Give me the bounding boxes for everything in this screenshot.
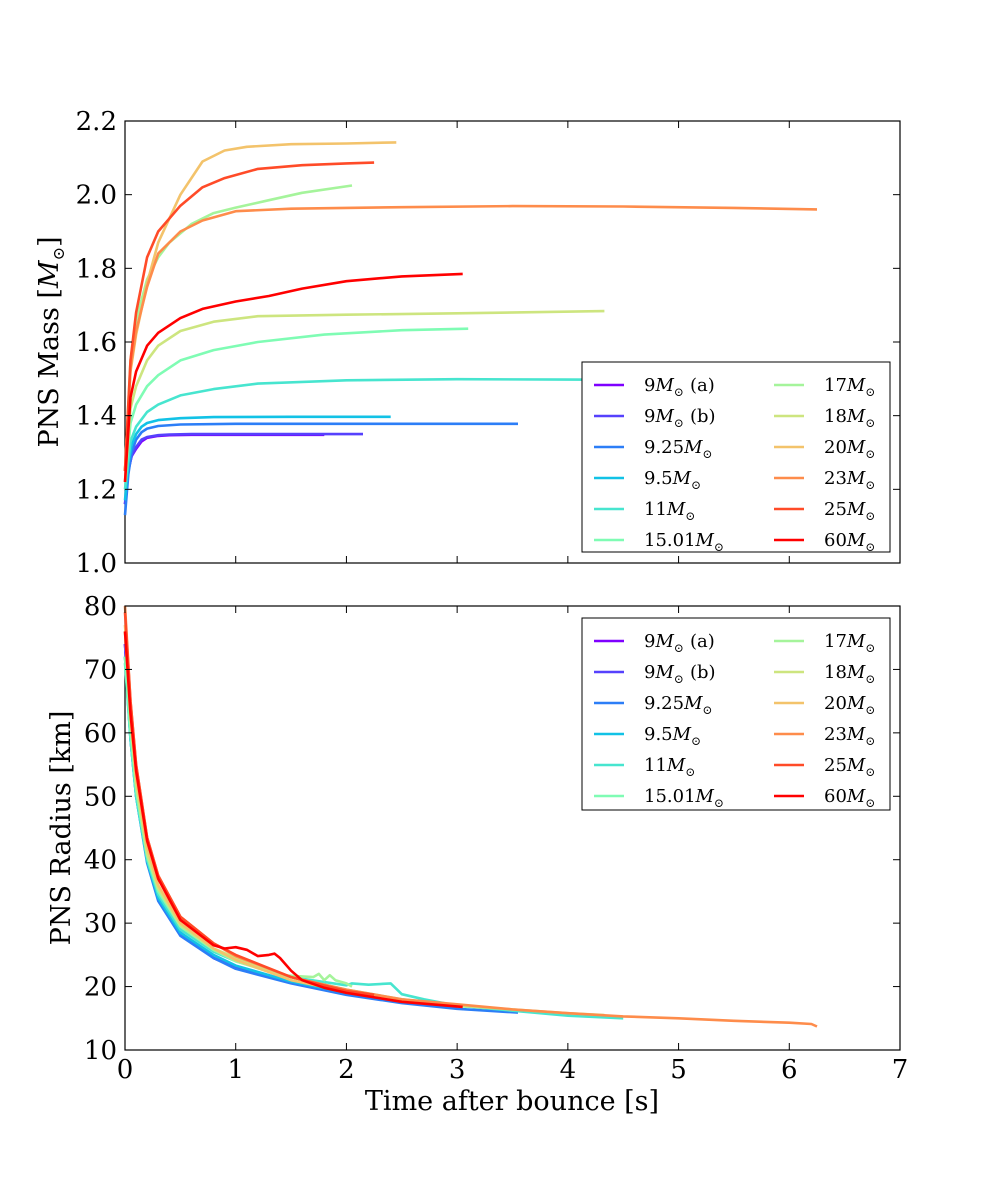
- mass-legend-label: 17M⊙: [824, 375, 875, 399]
- radius-x-tick-label: 0: [117, 1055, 134, 1085]
- radius-legend-label: 18M⊙: [824, 662, 875, 686]
- radius-y-tick-label: 70: [84, 655, 117, 685]
- mass-y-tick-label: 1.0: [76, 549, 117, 579]
- radius-series-line-11: [123, 631, 463, 1009]
- mass-y-tick-label: 1.2: [76, 475, 117, 505]
- radius-panel: 0 1 2 3 4 5 6 7 10 20 30 40 50 60 70 80 PNS Radius [km]…: [46, 592, 908, 1117]
- mass-y-tick-label: 1.4: [76, 402, 117, 432]
- mass-y-tick-label: 2.2: [76, 107, 117, 137]
- radius-x-tick-label: 6: [781, 1055, 798, 1085]
- radius-legend: 9M⊙ (a) 9M⊙ (b) 9.25M⊙ 9.5M⊙ 11M⊙ 15.01M⊙ 17M⊙ 18…: [581, 617, 891, 811]
- mass-series-line-3: [123, 415, 391, 501]
- mass-series-line-10: [123, 161, 375, 471]
- radius-y-tick-label: 20: [84, 973, 117, 1003]
- radius-series-line-0: [123, 644, 325, 990]
- mass-legend-label: 18M⊙: [824, 406, 875, 430]
- mass-panel: 1.0 1.2 1.4 1.6 1.8 2.0 2.2 PNS Mass [M⊙] 9M⊙(…: [34, 107, 901, 579]
- mass-legend-label: 25M⊙: [824, 499, 875, 523]
- mass-legend: 9M⊙ (a) 9M⊙ (b) 9.25M⊙ 9.5M⊙ 11M⊙ 15.01M⊙ 17M⊙ 18…: [581, 361, 891, 554]
- radius-y-tick-label: 80: [84, 592, 117, 622]
- mass-series-line-6: [123, 184, 353, 471]
- radius-x-tick-label: 4: [560, 1055, 577, 1085]
- radius-series-group: [123, 605, 818, 1028]
- mass-axis-ticks: 1.0 1.2 1.4 1.6 1.8 2.0 2.2: [76, 107, 901, 579]
- radius-x-tick-label: 2: [338, 1055, 355, 1085]
- radius-x-tick-label: 1: [227, 1055, 244, 1085]
- radius-series-line-5: [123, 656, 469, 1009]
- radius-legend-label: 9M⊙ (a): [644, 631, 715, 655]
- mass-series-line-11: [123, 272, 463, 483]
- mass-legend-frame: [581, 361, 891, 553]
- radius-series-line-7: [123, 631, 605, 1017]
- radius-series-line-3: [123, 656, 391, 1001]
- mass-legend-label: 11M⊙: [644, 499, 695, 523]
- mass-y-axis-label: PNS Mass [M⊙]: [34, 236, 68, 447]
- radius-series-line-4: [123, 663, 624, 1020]
- mass-legend-label: 20M⊙: [824, 437, 875, 461]
- x-axis-label: Time after bounce [s]: [365, 1086, 659, 1117]
- radius-legend-label: 15.01M⊙: [644, 786, 724, 810]
- radius-series-line-1: [123, 644, 364, 995]
- radius-legend-label: 9.25M⊙: [644, 693, 713, 717]
- mass-series-line-8: [123, 141, 397, 471]
- mass-y-tick-label: 1.8: [76, 254, 117, 284]
- mass-series-group: [123, 141, 818, 516]
- radius-plot-frame: [124, 605, 901, 1051]
- radius-legend-label: 20M⊙: [824, 693, 875, 717]
- mass-series-line-1: [123, 432, 363, 505]
- radius-legend-frame: [581, 617, 891, 811]
- mass-series-line-7: [123, 309, 605, 483]
- radius-series-line-2: [123, 656, 519, 1014]
- radius-y-tick-label: 30: [84, 909, 117, 939]
- mass-series-line-4: [123, 377, 674, 490]
- mass-legend-label: 23M⊙: [824, 468, 875, 492]
- radius-legend-label: 9M⊙ (b): [644, 662, 716, 686]
- radius-x-tick-label: 7: [892, 1055, 909, 1085]
- mass-y-tick-label: 1.6: [76, 328, 117, 358]
- mass-legend-label: 9.5M⊙: [644, 468, 701, 492]
- radius-x-tick-label: 5: [670, 1055, 687, 1085]
- radius-legend-label: 17M⊙: [824, 631, 875, 655]
- mass-series-line-9: [123, 204, 818, 471]
- mass-y-tick-label: 2.0: [76, 181, 117, 211]
- radius-series-line-10: [123, 612, 375, 997]
- radius-y-tick-label: 60: [84, 719, 117, 749]
- radius-y-tick-label: 40: [84, 846, 117, 876]
- mass-series-line-2: [123, 422, 518, 516]
- mass-legend-label: 9.25M⊙: [644, 437, 713, 461]
- radius-axis-ticks: 0 1 2 3 4 5 6 7 10 20 30 40 50 60 70 80: [84, 592, 908, 1085]
- radius-legend-label: 60M⊙: [824, 786, 875, 810]
- mass-series-line-5: [123, 327, 469, 483]
- mass-legend-label: 15.01M⊙: [644, 530, 724, 554]
- mass-legend-label: 9M⊙ (b): [644, 406, 716, 430]
- mass-series-line-0: [123, 433, 325, 505]
- radius-series-line-6: [123, 631, 353, 988]
- radius-legend-label: 9.5M⊙: [644, 724, 701, 748]
- mass-legend-label: 9M⊙ (a): [644, 375, 715, 399]
- radius-legend-label: 11M⊙: [644, 755, 695, 779]
- radius-legend-label: 25M⊙: [824, 755, 875, 779]
- mass-legend-label: 60M⊙: [824, 530, 875, 554]
- radius-legend-label: 23M⊙: [824, 724, 875, 748]
- radius-y-tick-label: 50: [84, 782, 117, 812]
- radius-y-tick-label: 10: [84, 1036, 117, 1066]
- radius-series-line-8: [123, 624, 397, 1001]
- radius-y-axis-label: PNS Radius [km]: [46, 711, 77, 946]
- radius-x-tick-label: 3: [449, 1055, 466, 1085]
